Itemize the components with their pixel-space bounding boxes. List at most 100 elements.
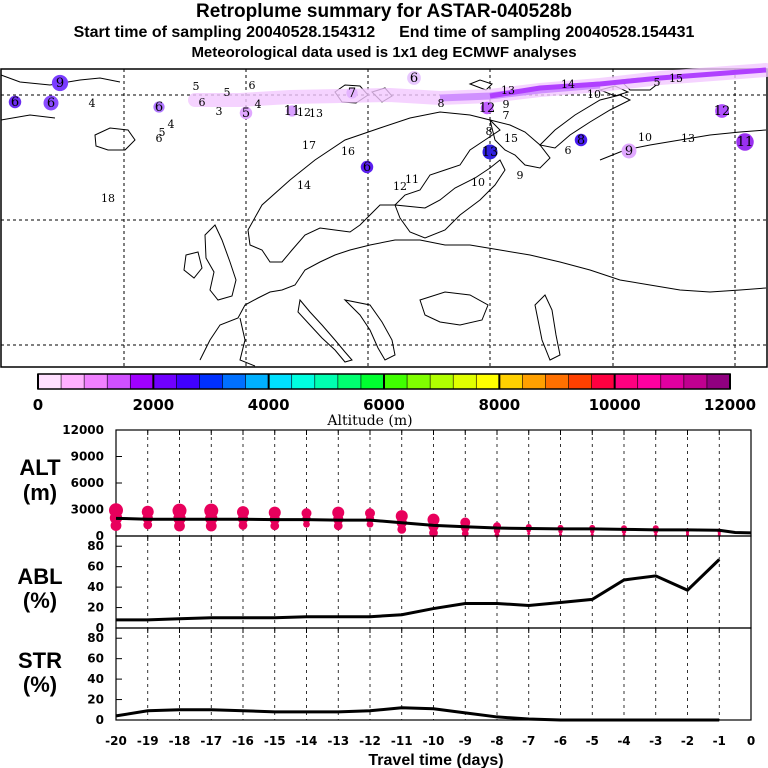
x-axis: -20 -19 -18 -17 -16 -15 -14 -13 -12 -11 -10 -9 -8 -7-… [105, 734, 755, 768]
end-time-label: End time of sampling 20040528.154431 [399, 24, 695, 41]
sampling-times: Start time of sampling 20040528.154312 En… [0, 24, 768, 42]
xtick-label: -10 [423, 734, 445, 748]
ytick-label: 9000 [71, 450, 104, 464]
colorbar-cell [406, 373, 432, 390]
panel-ylabel: (m) [23, 480, 57, 505]
map-cluster-marker [621, 143, 637, 159]
panel-ylabel: ALT [19, 455, 61, 480]
colorbar-cell [37, 373, 62, 390]
map-cluster-label: 15 [504, 132, 518, 145]
map-cluster-label: 6 [410, 71, 418, 86]
ytick-label: 6000 [71, 476, 104, 490]
map-cluster-marker [480, 101, 494, 115]
map-cluster-marker [51, 74, 69, 92]
map-cluster-label: 12 [393, 180, 407, 193]
map-cluster-label: 7 [503, 109, 510, 122]
colorbar-cell [314, 373, 339, 390]
map-cluster-marker [286, 105, 298, 117]
map-cluster-label: 4 [89, 97, 96, 110]
xtick-label: 0 [747, 734, 755, 748]
xtick-label: -12 [359, 734, 381, 748]
alt-point [429, 528, 438, 538]
colorbar-tick-label: 8000 [478, 396, 520, 414]
time-series-panels: ALT(m)120009000600030000ABL(%)806040200S… [17, 423, 755, 768]
map-cluster-label: 12 [479, 101, 496, 116]
map-cluster-marker [239, 106, 253, 120]
map-cluster-marker [346, 87, 358, 99]
colorbar-cell [83, 373, 109, 390]
ytick-label: 60 [87, 652, 104, 666]
colorbar-tick-label: 0 [33, 396, 43, 414]
alt-point [238, 520, 248, 530]
map-cluster-label: 6 [156, 132, 163, 145]
map-gridlines [1, 69, 767, 367]
colorbar-cell [568, 373, 593, 390]
start-time-label: Start time of sampling 20040528.154312 [73, 24, 376, 41]
map-cluster-label: 15 [669, 72, 683, 85]
map-cluster-label: 10 [587, 88, 601, 101]
colorbar-cell [499, 373, 524, 390]
panel-ylabel: ABL [17, 564, 62, 589]
map-cluster-label: 8 [486, 125, 493, 138]
map-cluster-marker [407, 71, 421, 85]
met-data-label: Meteorological data used is 1x1 deg ECMW… [191, 44, 577, 61]
map-cluster-label: 12 [297, 106, 311, 119]
alt-point [174, 520, 185, 532]
colorbar-tick-label: 12000 [704, 396, 756, 414]
ytick-label: 0 [96, 713, 104, 727]
alt-point [366, 520, 374, 528]
coastlines [0, 74, 767, 367]
xtick-label: -13 [327, 734, 349, 748]
xtick-label: -8 [490, 734, 503, 748]
panel-alt: ALT(m) 12000 9000 6000 3000 0 [19, 423, 752, 543]
map-cluster-label: 16 [341, 145, 355, 158]
colorbar-cell [106, 373, 132, 390]
map-cluster-label: 13 [501, 84, 515, 97]
colorbar-cell [291, 373, 316, 390]
ytick-label: 40 [87, 672, 104, 686]
map-cluster-marker [574, 133, 588, 147]
xtick-label: -15 [264, 734, 286, 748]
colorbar-cell [614, 373, 639, 390]
panel-str: STR(%) 80 60 40 20 0 [18, 627, 752, 727]
alt-point [527, 532, 531, 536]
colorbar-tick-label: 4000 [248, 396, 290, 414]
xtick-label: -2 [681, 734, 694, 748]
ytick-label: 12000 [62, 423, 104, 437]
map-cluster-label: 5 [654, 76, 661, 89]
colorbar-cell [129, 373, 155, 390]
alt-point [143, 520, 153, 530]
colorbar-label: Altitude (m) [326, 413, 412, 429]
xtick-label: -19 [137, 734, 159, 748]
map-cluster-label: 13 [309, 107, 323, 120]
alt-point [270, 521, 280, 531]
map-cluster-marker [8, 95, 22, 109]
colorbar-cell [383, 373, 408, 390]
xtick-label: -20 [105, 734, 127, 748]
ytick-label: 3000 [71, 503, 104, 517]
xtick-label: -3 [649, 734, 662, 748]
colorbar-cell [153, 373, 178, 390]
xtick-label: -5 [586, 734, 599, 748]
alt-point [303, 520, 310, 528]
map-cluster-label: 11 [405, 173, 419, 186]
alt-point [717, 531, 721, 535]
xtick-label: -16 [232, 734, 254, 748]
xtick-label: -6 [554, 734, 567, 748]
colorbar-cell [176, 373, 201, 390]
colorbar-cell [475, 373, 501, 390]
map-cluster-label: 17 [302, 139, 316, 152]
colorbar-cell [637, 373, 662, 390]
colorbar-cell [245, 373, 270, 390]
alt-point [333, 521, 343, 531]
xtick-label: -1 [713, 734, 726, 748]
colorbar-cell [683, 373, 708, 390]
xtick-label: -9 [459, 734, 472, 748]
xtick-label: -17 [200, 734, 222, 748]
map-cluster-label: 14 [297, 179, 311, 192]
map-cluster-label: 13 [482, 145, 499, 160]
colorbar-tick-label: 10000 [589, 396, 641, 414]
map-cluster-label: 5 [159, 126, 166, 139]
